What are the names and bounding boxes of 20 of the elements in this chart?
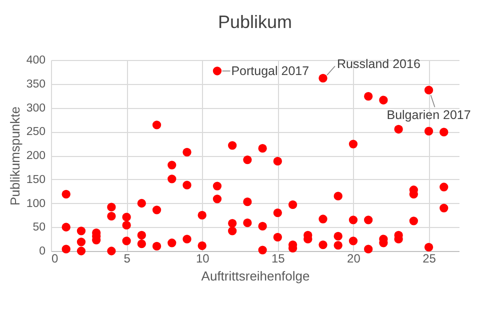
y-axis-title: Publikumspunkte xyxy=(7,106,22,206)
x-tick-label: 15 xyxy=(271,252,286,266)
x-tick-label: 5 xyxy=(124,252,131,266)
chart-title: Publikum xyxy=(218,12,292,32)
y-tick-label: 400 xyxy=(26,54,46,66)
x-tick-label: 20 xyxy=(347,252,361,266)
annotation: Bulgarien 2017 xyxy=(386,108,471,122)
x-tick-label: 25 xyxy=(422,252,436,266)
y-tick-label: 200 xyxy=(26,150,46,162)
y-tick-label: 50 xyxy=(32,222,46,234)
x-axis-title: Auftrittsreihenfolge xyxy=(201,268,310,284)
y-tick-label: 250 xyxy=(26,126,46,138)
x-tick-label: 10 xyxy=(196,252,210,266)
annotation: Portugal 2017 xyxy=(231,64,310,78)
y-tick-label: 300 xyxy=(26,102,46,114)
y-tick-label: 150 xyxy=(26,174,46,186)
y-tick-label: 100 xyxy=(26,198,46,210)
y-tick-label: 350 xyxy=(26,78,46,90)
annotation: Russland 2016 xyxy=(337,57,420,72)
x-tick-label: 0 xyxy=(52,252,58,266)
